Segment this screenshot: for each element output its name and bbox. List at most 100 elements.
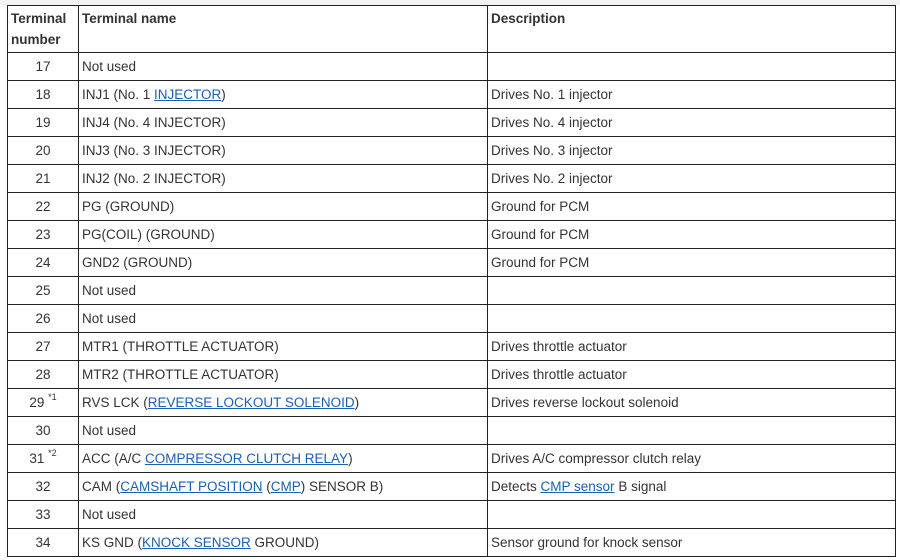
terminal-name-cell: INJ1 (No. 1 INJECTOR) [78, 80, 488, 109]
description-cell: Ground for PCM [487, 220, 896, 249]
terminal-number-cell: 19 [7, 108, 79, 137]
description-cell: Detects CMP sensor B signal [487, 472, 896, 501]
text: ACC (A/C [82, 451, 146, 466]
terminal-name-cell: ACC (A/C COMPRESSOR CLUTCH RELAY) [78, 444, 488, 473]
terminal-number: 21 [35, 171, 51, 186]
terminal-name-cell: INJ4 (No. 4 INJECTOR) [78, 108, 488, 137]
text: ) [221, 87, 226, 102]
terminal-name-cell: Not used [78, 416, 488, 445]
description-cell: Drives No. 1 injector [487, 80, 896, 109]
text: GROUND) [250, 535, 320, 550]
table-row: 32 CAM (CAMSHAFT POSITION (CMP) SENSOR B)… [7, 472, 896, 501]
text: Detects [491, 479, 541, 494]
text: MTR2 (THROTTLE ACTUATOR) [82, 367, 279, 382]
terminal-name-cell: MTR2 (THROTTLE ACTUATOR) [78, 360, 488, 389]
link[interactable]: INJECTOR [154, 87, 222, 102]
terminal-number: 29 [29, 395, 45, 410]
text: Ground for PCM [491, 227, 590, 242]
text: Drives reverse lockout solenoid [491, 395, 679, 410]
table-header-row: Terminal number Terminal name Descriptio… [7, 5, 896, 53]
terminal-number-cell: 20 [7, 136, 79, 165]
table-row: 25 Not used [7, 276, 896, 305]
text: Drives No. 2 injector [491, 171, 613, 186]
table-row: 21 INJ2 (No. 2 INJECTOR) Drives No. 2 inje… [7, 164, 896, 193]
text: Ground for PCM [491, 255, 590, 270]
description-cell: Drives No. 2 injector [487, 164, 896, 193]
link[interactable]: REVERSE LOCKOUT SOLENOID [147, 395, 355, 410]
terminal-number: 33 [35, 507, 51, 522]
header-description: Description [487, 5, 896, 53]
description-cell: Drives throttle actuator [487, 332, 896, 361]
terminal-name-cell: KS GND (KNOCK SENSOR GROUND) [78, 528, 488, 557]
description-cell [487, 276, 896, 305]
footnote-marker: *1 [48, 391, 57, 402]
terminal-name-cell: Not used [78, 52, 488, 81]
text: Not used [82, 507, 137, 522]
description-cell [487, 500, 896, 529]
text: CAM ( [82, 479, 121, 494]
header-terminal-name: Terminal name [78, 5, 488, 53]
text: Ground for PCM [491, 199, 590, 214]
terminal-number: 31 [29, 451, 45, 466]
terminal-table: Terminal number Terminal name Descriptio… [7, 5, 896, 557]
table-row: 31 *2 ACC (A/C COMPRESSOR CLUTCH RELAY) Dr… [7, 444, 896, 473]
text: Drives throttle actuator [491, 367, 627, 382]
terminal-name-cell: Not used [78, 500, 488, 529]
description-cell: Drives No. 3 injector [487, 136, 896, 165]
terminal-number-cell: 28 [7, 360, 79, 389]
table-row: 22 PG (GROUND) Ground for PCM [7, 192, 896, 221]
table-row: 30 Not used [7, 416, 896, 445]
table-row: 18 INJ1 (No. 1 INJECTOR) Drives No. 1 inje… [7, 80, 896, 109]
terminal-number: 26 [35, 311, 51, 326]
text: Drives No. 4 injector [491, 115, 613, 130]
description-cell: Drives A/C compressor clutch relay [487, 444, 896, 473]
terminal-number: 17 [35, 59, 51, 74]
terminal-number-cell: 18 [7, 80, 79, 109]
table-row: 26 Not used [7, 304, 896, 333]
terminal-number: 20 [35, 143, 51, 158]
link[interactable]: KNOCK SENSOR [142, 535, 251, 550]
table-row: 28 MTR2 (THROTTLE ACTUATOR) Drives throttl… [7, 360, 896, 389]
link[interactable]: CAMSHAFT POSITION [120, 479, 263, 494]
terminal-name-cell: GND2 (GROUND) [78, 248, 488, 277]
text: Drives No. 1 injector [491, 87, 613, 102]
table-row: 19 INJ4 (No. 4 INJECTOR) Drives No. 4 inje… [7, 108, 896, 137]
description-cell: Sensor ground for knock sensor [487, 528, 896, 557]
text: Not used [82, 311, 137, 326]
terminal-number: 34 [35, 535, 51, 550]
terminal-number-cell: 30 [7, 416, 79, 445]
text: Drives throttle actuator [491, 339, 627, 354]
text: GND2 (GROUND) [82, 255, 193, 270]
terminal-name-cell: Not used [78, 276, 488, 305]
terminal-number-cell: 33 [7, 500, 79, 529]
text: Drives A/C compressor clutch relay [491, 451, 702, 466]
text: PG (GROUND) [82, 199, 175, 214]
text: Not used [82, 59, 137, 74]
terminal-number-cell: 29 *1 [7, 388, 79, 417]
text: ( [262, 479, 271, 494]
text: Sensor ground for knock sensor [491, 535, 683, 550]
terminal-number: 19 [35, 115, 51, 130]
terminal-name-cell: Not used [78, 304, 488, 333]
description-cell [487, 52, 896, 81]
terminal-number-cell: 32 [7, 472, 79, 501]
terminal-name-cell: CAM (CAMSHAFT POSITION (CMP) SENSOR B) [78, 472, 488, 501]
table-row: 33 Not used [7, 500, 896, 529]
terminal-number-cell: 34 [7, 528, 79, 557]
link[interactable]: CMP sensor [540, 479, 615, 494]
link[interactable]: CMP [270, 479, 301, 494]
terminal-number-cell: 31 *2 [7, 444, 79, 473]
text: ) [348, 451, 353, 466]
terminal-name-cell: MTR1 (THROTTLE ACTUATOR) [78, 332, 488, 361]
description-cell: Drives reverse lockout solenoid [487, 388, 896, 417]
terminal-number: 30 [35, 423, 51, 438]
text: MTR1 (THROTTLE ACTUATOR) [82, 339, 279, 354]
terminal-number-cell: 25 [7, 276, 79, 305]
terminal-number-cell: 27 [7, 332, 79, 361]
link[interactable]: COMPRESSOR CLUTCH RELAY [145, 451, 349, 466]
table-row: 29 *1 RVS LCK (REVERSE LOCKOUT SOLENOID) D… [7, 388, 896, 417]
terminal-number: 18 [35, 87, 51, 102]
table-row: 17 Not used [7, 52, 896, 81]
table-row: 24 GND2 (GROUND) Ground for PCM [7, 248, 896, 277]
description-cell: Drives throttle actuator [487, 360, 896, 389]
